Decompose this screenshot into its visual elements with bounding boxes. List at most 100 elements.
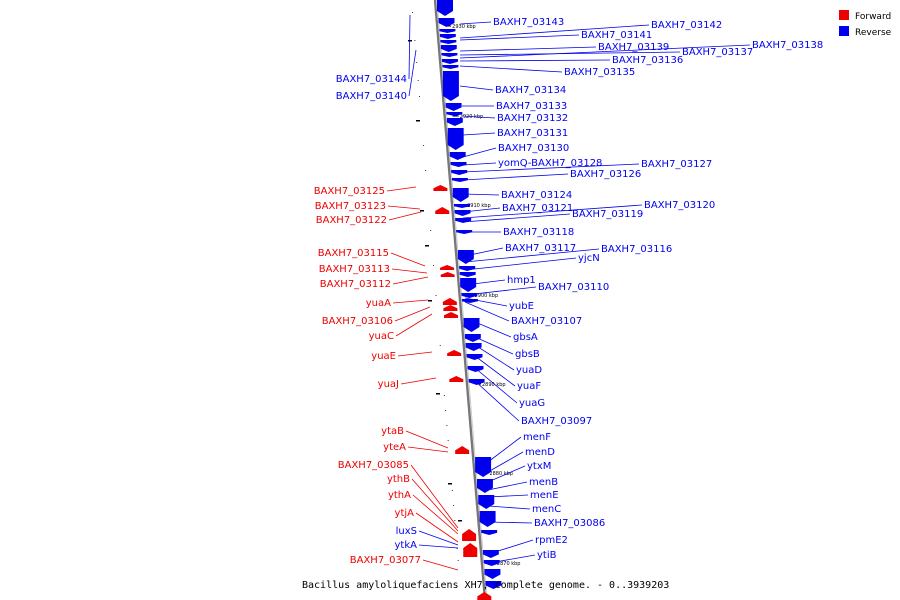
minor-dash (428, 300, 432, 302)
leader-baxh7-03141 (459, 34, 580, 41)
leader-yuae (397, 351, 433, 357)
reverse-gene-block (440, 40, 457, 44)
leader-baxh7-03143 (459, 21, 492, 25)
gene-label-baxh7-03117: BAXH7_03117 (505, 243, 576, 254)
forward-gene-block (455, 446, 470, 454)
leader-menc (487, 505, 531, 510)
leader-baxh7-03132 (461, 115, 496, 119)
forward-gene-block (447, 350, 462, 356)
gene-label-baxh7-03140: BAXH7_03140 (336, 91, 407, 102)
leader-yuad (474, 344, 515, 371)
leader-baxh7-03125 (386, 186, 417, 192)
leader-yuaf (474, 355, 516, 387)
gene-label-baxh7-03119: BAXH7_03119 (572, 209, 643, 220)
gene-label-baxh7-03086: BAXH7_03086 (534, 518, 605, 529)
gene-label-baxh7-03139: BAXH7_03139 (598, 42, 669, 53)
gene-label-baxh7-03127: BAXH7_03127 (641, 159, 712, 170)
minor-dot (457, 560, 459, 561)
reverse-gene-block (467, 366, 484, 372)
gene-label-baxh7-03116: BAXH7_03116 (601, 244, 672, 255)
reverse-gene-block (463, 318, 480, 332)
gene-label-yuac: yuaC (369, 331, 394, 342)
minor-dot (451, 490, 453, 491)
gene-label-yuaj: yuaJ (378, 379, 399, 390)
gene-label-baxh7-03143: BAXH7_03143 (493, 17, 564, 28)
leader-baxh7-03117 (464, 247, 504, 257)
gene-label-baxh7-03144: BAXH7_03144 (336, 74, 407, 85)
reverse-gene-block (459, 272, 476, 277)
minor-dash (416, 120, 420, 122)
kbp-tick-label: 2930 kbp (452, 24, 476, 30)
leader-ytka (418, 544, 459, 549)
gene-label-yuaf: yuaF (517, 381, 541, 392)
minor-dot (416, 62, 418, 63)
gene-label-baxh7-03137: BAXH7_03137 (682, 47, 753, 58)
leader-mend (487, 451, 524, 473)
forward-gene-block (477, 592, 492, 600)
leader-rpme2 (494, 539, 534, 553)
minor-dot (417, 80, 419, 81)
minor-dot (454, 520, 456, 521)
gene-label-ytka: ytkA (395, 540, 418, 551)
gene-label-menb: menB (529, 477, 558, 488)
minor-dash (420, 210, 424, 212)
reverse-gene-block (465, 343, 482, 351)
leader-gbsa (474, 321, 512, 338)
gene-label-baxh7-03124: BAXH7_03124 (501, 190, 572, 201)
reverse-gene-block (479, 511, 496, 527)
reverse-gene-block (454, 204, 470, 208)
leader-yomq-baxh7-03128 (462, 162, 497, 166)
reverse-gene-block (464, 334, 481, 342)
leader-baxh7-03144 (408, 14, 411, 80)
leader-baxh7-03134 (459, 85, 494, 91)
gene-label-mend: menD (525, 447, 555, 458)
reverse-gene-block (450, 162, 467, 167)
legend: Forward Reverse (839, 10, 892, 38)
reverse-gene-block (440, 45, 457, 52)
kbp-tick-label: 2900 kbp (475, 293, 499, 299)
minor-dot (456, 548, 458, 549)
minor-dot (419, 96, 420, 97)
minor-dash (458, 520, 462, 522)
forward-gene-block (440, 272, 455, 277)
reverse-gene-block (466, 354, 483, 360)
gene-label-baxh7-03115: BAXH7_03115 (318, 248, 389, 259)
leader-yube (464, 297, 508, 307)
gene-label-baxh7-03113: BAXH7_03113 (319, 264, 390, 275)
reverse-gene-block (451, 178, 468, 182)
gene-label-baxh7-03112: BAXH7_03112 (320, 279, 391, 290)
leader-baxh7-03086 (487, 521, 533, 524)
reverse-gene-block (445, 103, 462, 111)
gene-label-baxh7-03136: BAXH7_03136 (612, 55, 683, 66)
gene-label-baxh7-03130: BAXH7_03130 (498, 143, 569, 154)
reverse-gene-block (447, 128, 464, 150)
reverse-gene-block (484, 569, 501, 579)
reverse-gene-block (452, 188, 469, 202)
leader-yuag (474, 367, 518, 404)
gene-label-ytha: ythA (388, 490, 411, 501)
leader-baxh7-03120 (462, 204, 643, 219)
leader-baxh7-03110 (464, 286, 537, 296)
leader-menb (487, 481, 528, 491)
kbp-tick-label: 2890 kbp (482, 382, 506, 388)
leader-mene (487, 494, 529, 498)
forward-gene-block (444, 312, 458, 318)
leader-baxh7-03137 (459, 51, 681, 56)
leader-baxh7-03112 (392, 276, 429, 285)
reverse-gene-block (481, 530, 498, 535)
gene-label-baxh7-03097: BAXH7_03097 (521, 416, 592, 427)
gene-label-baxh7-03107: BAXH7_03107 (511, 316, 582, 327)
gene-label-hmp1: hmp1 (507, 275, 536, 286)
genome-backbone (433, 0, 488, 600)
reverse-gene-block (485, 581, 502, 589)
leader-baxh7-03123 (387, 205, 421, 210)
forward-gene-block (449, 376, 464, 382)
kbp-tick-label: 2870 kbp (497, 561, 521, 567)
minor-dot (446, 425, 448, 426)
leader-baxh7-03085 (410, 464, 459, 529)
leader-baxh7-03126 (462, 173, 569, 181)
leader-ytha (412, 494, 459, 535)
leader-baxh7-03136 (459, 59, 611, 62)
forward-gene-block (435, 207, 450, 214)
leader-gbsb (474, 336, 514, 355)
